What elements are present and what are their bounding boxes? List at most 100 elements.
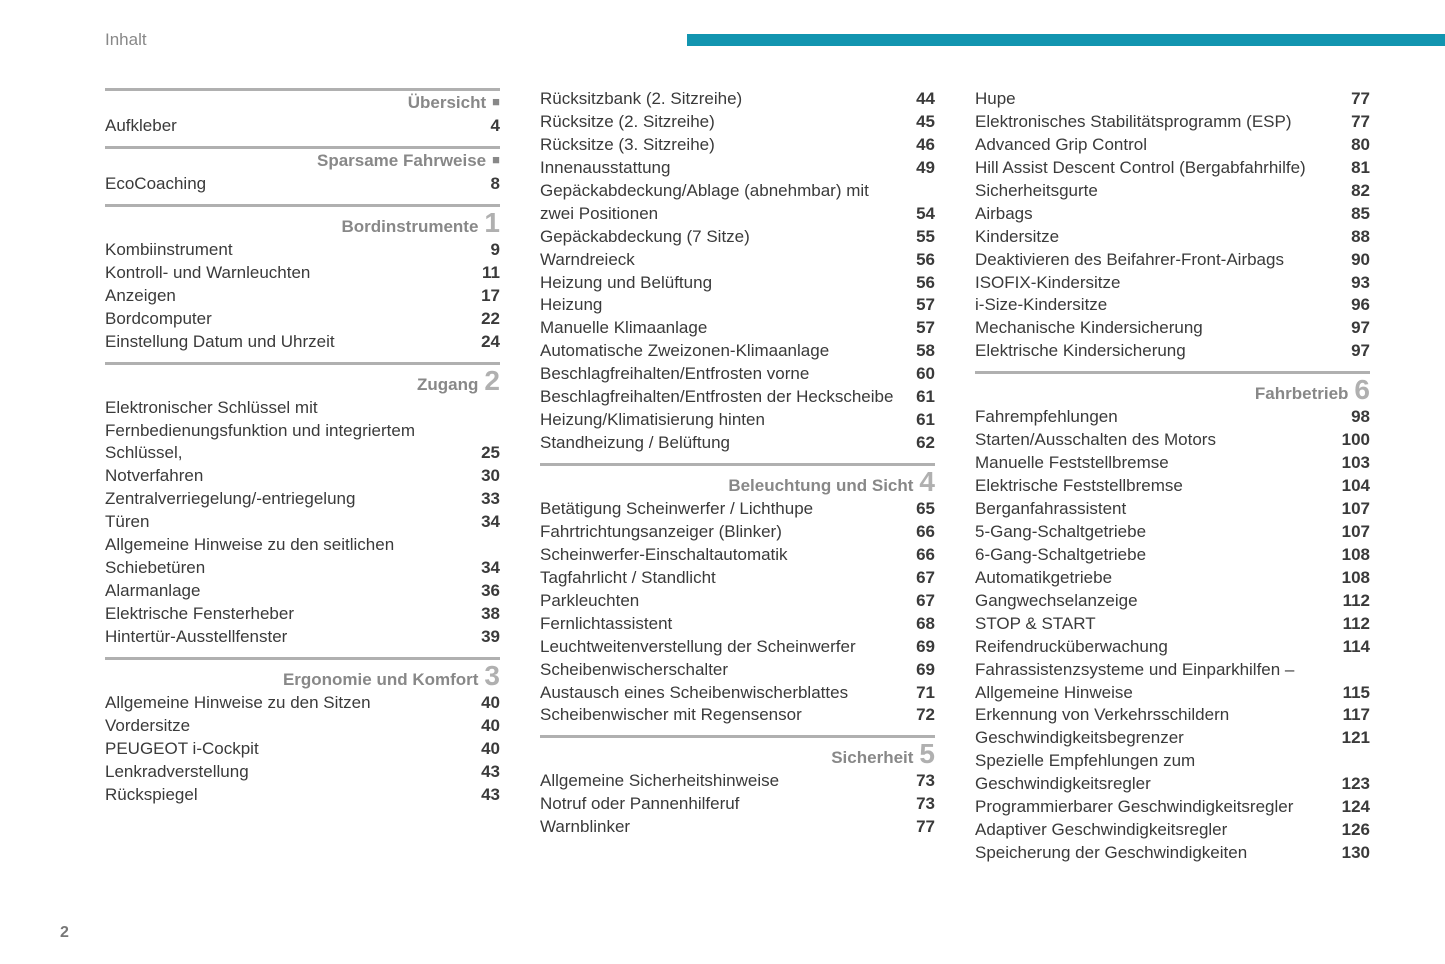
toc-entry-page: 54	[906, 203, 935, 226]
toc-entry-label: i-Size-Kindersitze	[975, 294, 1341, 317]
toc-entry-label: Notruf oder Pannenhilferuf	[540, 793, 906, 816]
toc-entry-page: 61	[906, 409, 935, 432]
toc-entry: Adaptiver Geschwindigkeitsregler126	[975, 819, 1370, 842]
section-header: Übersicht■	[105, 88, 500, 113]
toc-entry-page: 69	[906, 636, 935, 659]
toc-entry-page: 96	[1341, 294, 1370, 317]
toc-entry: 5-Gang-Schaltgetriebe107	[975, 521, 1370, 544]
toc-entry: Alarmanlage36	[105, 580, 500, 603]
toc-column: Rücksitzbank (2. Sitzreihe)44Rücksitze (…	[540, 88, 935, 865]
toc-entry-label: Leuchtweitenverstellung der Scheinwerfer	[540, 636, 906, 659]
toc-entry: Einstellung Datum und Uhrzeit24	[105, 331, 500, 354]
toc-entry-label: ISOFIX-Kindersitze	[975, 272, 1341, 295]
toc-entry-page: 57	[906, 294, 935, 317]
toc-entry-label: Reifendrucküberwachung	[975, 636, 1333, 659]
toc-entry: Türen34	[105, 511, 500, 534]
toc-entry-page: 90	[1341, 249, 1370, 272]
toc-entry-label: Kindersitze	[975, 226, 1341, 249]
section-title: Bordinstrumente	[341, 217, 478, 237]
toc-entry-page: 115	[1333, 682, 1370, 705]
toc-entry: Beschlagfreihalten/Entfrosten der Hecksc…	[540, 386, 935, 409]
toc-entry-page: 73	[906, 793, 935, 816]
toc-entry: Automatikgetriebe108	[975, 567, 1370, 590]
toc-entry-page: 57	[906, 317, 935, 340]
toc-entry-page: 71	[906, 682, 935, 705]
toc-entry-page: 69	[906, 659, 935, 682]
toc-entry-page: 112	[1333, 590, 1370, 613]
toc-entry-page: 77	[1341, 111, 1370, 134]
toc-entry-label: Lenkradverstellung	[105, 761, 471, 784]
toc-entry: Sicherheitsgurte82	[975, 180, 1370, 203]
toc-entry-label: Automatische Zweizonen-Klimaanlage	[540, 340, 906, 363]
toc-entry-label: Deaktivieren des Beifahrer-Front-Airbags	[975, 249, 1341, 272]
toc-entry-page: 40	[471, 715, 500, 738]
toc-entry-page: 65	[906, 498, 935, 521]
toc-entry: Kombiinstrument9	[105, 239, 500, 262]
toc-entry-page: 58	[906, 340, 935, 363]
toc-entry-label: Geschwindigkeitsbegrenzer	[975, 727, 1332, 750]
toc-entry-label: Anzeigen	[105, 285, 471, 308]
toc-entry-label: Elektronisches Stabilitätsprogramm (ESP)	[975, 111, 1341, 134]
toc-entry-page: 68	[906, 613, 935, 636]
toc-entry-page: 30	[471, 465, 500, 488]
toc-entry-page: 97	[1341, 340, 1370, 363]
section-header: Beleuchtung und Sicht4	[540, 463, 935, 496]
toc-entry-label: Fahrassistenzsysteme und Einparkhilfen –…	[975, 659, 1333, 705]
toc-entry-label: Standheizung / Belüftung	[540, 432, 906, 455]
toc-entry-page: 22	[471, 308, 500, 331]
toc-entry: Warnblinker77	[540, 816, 935, 839]
toc-entry: Elektronischer Schlüssel mit Fernbedienu…	[105, 397, 500, 466]
toc-entry-page: 25	[471, 442, 500, 465]
toc-entry-page: 117	[1333, 704, 1370, 727]
page-title: Inhalt	[105, 30, 147, 50]
toc-entry-page: 40	[471, 692, 500, 715]
toc-entry: Scheibenwischer mit Regensensor72	[540, 704, 935, 727]
toc-entry: Gepäckabdeckung/Ablage (abnehmbar) mit z…	[540, 180, 935, 226]
toc-entry-label: Beschlagfreihalten/Entfrosten vorne	[540, 363, 906, 386]
toc-entry-label: Innenausstattung	[540, 157, 906, 180]
toc-entry-page: 85	[1341, 203, 1370, 226]
toc-entry-page: 72	[906, 704, 935, 727]
section-title: Übersicht	[408, 93, 486, 113]
toc-entry-page: 77	[906, 816, 935, 839]
toc-entry: Fernlichtassistent68	[540, 613, 935, 636]
toc-entry-page: 121	[1332, 727, 1370, 750]
toc-entry: Fahrassistenzsysteme und Einparkhilfen –…	[975, 659, 1370, 705]
toc-entry-label: Rücksitze (2. Sitzreihe)	[540, 111, 906, 134]
toc-entry-label: Manuelle Klimaanlage	[540, 317, 906, 340]
section-number: 3	[484, 662, 500, 690]
section-header: Sparsame Fahrweise■	[105, 146, 500, 171]
toc-entry-label: Mechanische Kindersicherung	[975, 317, 1341, 340]
toc-entry: Rücksitze (2. Sitzreihe)45	[540, 111, 935, 134]
section-title: Ergonomie und Komfort	[283, 670, 478, 690]
toc-entry-page: 11	[472, 262, 500, 285]
toc-entry-page: 114	[1333, 636, 1370, 659]
toc-entry: i-Size-Kindersitze96	[975, 294, 1370, 317]
page-number: 2	[60, 924, 69, 942]
toc-entry-label: Allgemeine Hinweise zu den seitlichen Sc…	[105, 534, 471, 580]
section-number: 1	[484, 209, 500, 237]
toc-entry: Rückspiegel43	[105, 784, 500, 807]
toc-entry-label: Allgemeine Sicherheitshinweise	[540, 770, 906, 793]
toc-entry-page: 49	[906, 157, 935, 180]
toc-entry-label: Adaptiver Geschwindigkeitsregler	[975, 819, 1332, 842]
toc-entry: Zentralverriegelung/-entriegelung33	[105, 488, 500, 511]
toc-entry-page: 9	[481, 239, 500, 262]
toc-entry-label: Hintertür-Ausstellfenster	[105, 626, 471, 649]
toc-entry-page: 103	[1332, 452, 1370, 475]
toc-entry: STOP & START112	[975, 613, 1370, 636]
toc-entry-page: 100	[1332, 429, 1370, 452]
toc-entry: Elektronisches Stabilitätsprogramm (ESP)…	[975, 111, 1370, 134]
toc-entry-page: 38	[471, 603, 500, 626]
toc-entry-label: Gepäckabdeckung (7 Sitze)	[540, 226, 906, 249]
toc-entry: EcoCoaching8	[105, 173, 500, 196]
toc-entry: Manuelle Klimaanlage57	[540, 317, 935, 340]
toc-entry: Heizung und Belüftung56	[540, 272, 935, 295]
section-number: 5	[919, 740, 935, 768]
toc-entry-label: Gepäckabdeckung/Ablage (abnehmbar) mit z…	[540, 180, 906, 226]
section-title: Zugang	[417, 375, 478, 395]
toc-entry-page: 43	[471, 784, 500, 807]
section-number: 6	[1354, 376, 1370, 404]
toc-entry-label: STOP & START	[975, 613, 1333, 636]
section-header: Sicherheit5	[540, 735, 935, 768]
